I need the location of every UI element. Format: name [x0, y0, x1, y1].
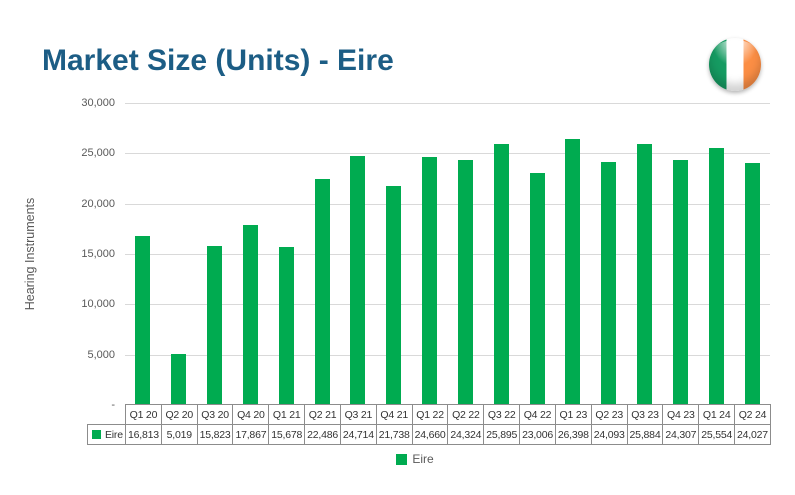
y-tick-label: 25,000 [81, 147, 115, 160]
table-corner-cell [88, 405, 126, 425]
bar-q1-21 [278, 247, 294, 405]
value-cell: 5,019 [160, 424, 198, 445]
bar-q4-22 [529, 173, 545, 405]
value-cell: 21,738 [375, 424, 413, 445]
quarter-header-cell: Q3 21 [339, 404, 377, 425]
quarter-header-cell: Q1 21 [268, 404, 306, 425]
value-cell: 24,027 [734, 424, 771, 445]
quarter-header-cell: Q3 22 [483, 404, 521, 425]
legend-label: Eire [412, 452, 434, 466]
bar-q4-23 [672, 160, 688, 405]
bar-q2-23 [601, 162, 617, 405]
quarter-header-cell: Q1 24 [698, 404, 736, 425]
bar-q1-24 [708, 147, 724, 405]
bar-q1-22 [422, 156, 438, 405]
quarter-header-cell: Q1 22 [411, 404, 449, 425]
y-tick-label: 10,000 [81, 298, 115, 311]
bar-q4-20 [242, 225, 258, 405]
value-cell: 15,823 [196, 424, 234, 445]
value-cell: 26,398 [554, 424, 592, 445]
bar-q4-21 [386, 186, 402, 405]
bar-q1-20 [135, 235, 151, 405]
quarter-header-cell: Q1 23 [554, 404, 592, 425]
series-key-swatch [92, 429, 101, 439]
quarter-header-cell: Q4 22 [519, 404, 556, 425]
bar-q2-24 [744, 163, 760, 405]
quarter-header-cell: Q2 23 [590, 404, 628, 425]
gridline [125, 103, 770, 104]
y-tick-label: - [111, 399, 115, 411]
bar-q2-22 [457, 160, 473, 405]
series-label-text: Eire [105, 428, 123, 441]
bar-q2-21 [314, 178, 330, 405]
quarter-header-cell: Q3 23 [626, 404, 664, 425]
quarter-header-cell: Q1 20 [125, 404, 162, 425]
value-cell: 24,714 [339, 424, 377, 445]
gridline [125, 354, 770, 356]
y-tick-label: 15,000 [81, 248, 115, 260]
page-title: Market Size (Units) - Eire [42, 44, 394, 77]
quarter-header-cell: Q4 23 [662, 404, 700, 425]
bar-q1-23 [565, 139, 581, 405]
value-cell: 16,813 [125, 424, 162, 445]
ireland-flag-icon [709, 38, 761, 91]
gridline [125, 153, 770, 155]
value-cell: 24,324 [447, 424, 485, 445]
bar-q3-21 [350, 156, 366, 405]
y-axis-title: Hearing Instruments [23, 197, 37, 311]
value-cell: 25,895 [483, 424, 521, 445]
value-cell: 25,554 [698, 424, 736, 445]
plot-area [125, 103, 770, 405]
value-cell: 24,093 [590, 424, 628, 445]
value-cell: 25,884 [626, 424, 664, 445]
quarter-header-cell: Q2 21 [304, 404, 341, 425]
y-tick-label: 5,000 [87, 348, 115, 361]
quarter-header-cell: Q3 20 [196, 404, 234, 425]
gridline [125, 304, 770, 306]
legend-swatch-eire [396, 453, 408, 465]
series-label-cell: Eire [87, 424, 126, 445]
table-values-row: Eire 16,813 5,019 15,823 17,867 15,678 22,486 2… [87, 424, 771, 445]
value-cell: 24,660 [411, 424, 449, 445]
legend: Eire [60, 452, 770, 466]
value-cell: 15,678 [268, 424, 306, 445]
quarter-header-cell: Q2 24 [734, 404, 771, 425]
table-header-row: Q1 20 Q2 20 Q3 20 Q4 20 Q1 21 Q2 21 Q3 21 Q4 21… [88, 404, 771, 425]
value-cell: 24,307 [662, 424, 700, 445]
value-cell: 17,867 [232, 424, 270, 445]
y-tick-label: 30,000 [81, 97, 115, 109]
quarter-header-cell: Q2 20 [160, 404, 198, 425]
gridline [125, 203, 770, 205]
quarter-header-cell: Q2 22 [447, 404, 485, 425]
data-table: Q1 20 Q2 20 Q3 20 Q4 20 Q1 21 Q2 21 Q3 21 Q4 21… [87, 404, 771, 445]
bar-q2-20 [171, 354, 187, 405]
quarter-header-cell: Q4 21 [375, 404, 413, 425]
y-tick-label: 20,000 [81, 197, 115, 210]
value-cell: 23,006 [519, 424, 556, 445]
gridline [125, 254, 770, 255]
bar-q3-23 [637, 144, 653, 405]
bar-q3-22 [493, 144, 509, 405]
value-cell: 22,486 [304, 424, 341, 445]
quarter-header-cell: Q4 20 [232, 404, 270, 425]
bar-q3-20 [207, 245, 223, 405]
